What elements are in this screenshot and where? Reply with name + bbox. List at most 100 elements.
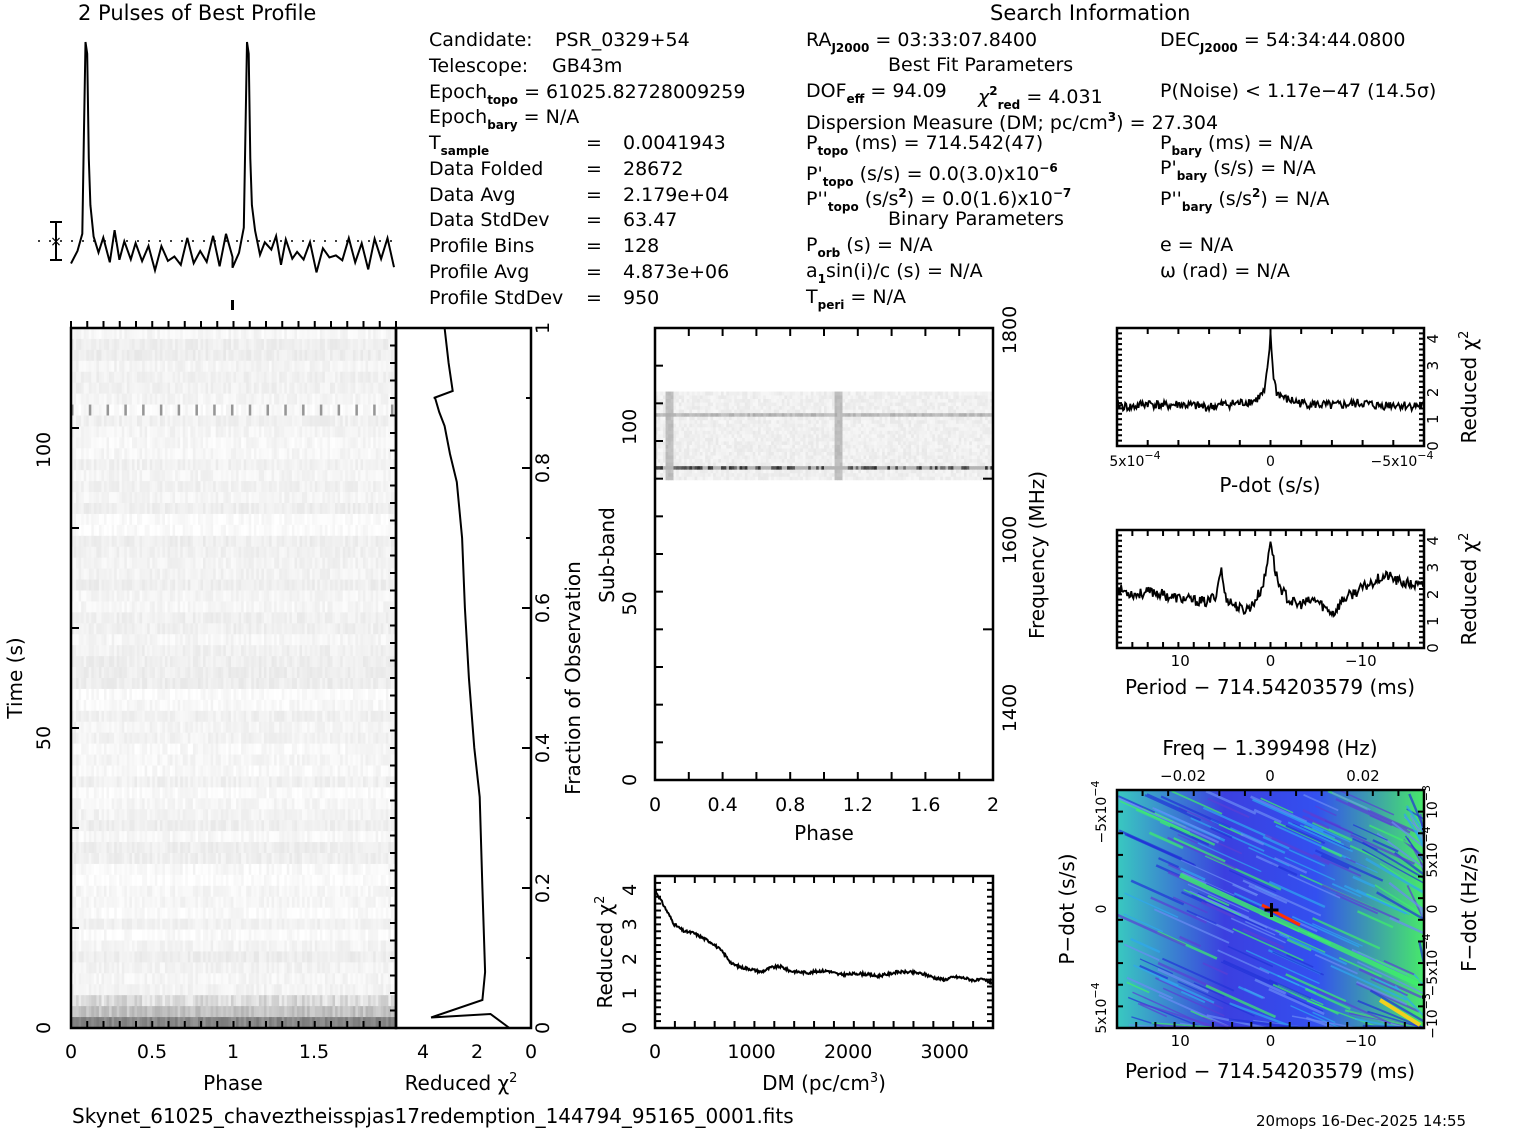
heatmap-cell xyxy=(307,634,311,646)
heatmap-cell xyxy=(96,667,100,679)
heatmap-cell xyxy=(352,535,356,548)
heatmap-cell xyxy=(375,338,379,351)
heatmap-cell xyxy=(180,371,184,384)
heatmap-cell xyxy=(177,448,181,460)
heatmap-cell xyxy=(261,656,265,668)
heatmap-cell xyxy=(322,678,326,690)
heatmap-cell xyxy=(253,426,257,438)
heatmap-cell xyxy=(203,688,206,701)
heatmap-cell xyxy=(233,623,237,635)
heatmap-cell xyxy=(73,426,77,438)
heatmap-cell xyxy=(78,481,82,493)
heatmap-cell xyxy=(383,732,387,745)
heatmap-cell xyxy=(274,568,278,580)
heatmap-cell xyxy=(126,623,130,635)
heatmap-cell xyxy=(73,513,77,526)
heatmap-cell xyxy=(385,492,389,504)
heatmap-cell xyxy=(157,524,161,537)
heatmap-cell xyxy=(383,459,387,471)
heatmap-cell xyxy=(190,688,194,701)
heatmap-cell xyxy=(279,492,283,504)
heatmap-cell xyxy=(345,546,349,559)
heatmap-cell xyxy=(368,426,372,438)
heatmap-cell xyxy=(347,338,351,351)
heatmap-cell xyxy=(167,470,171,482)
heatmap-cell xyxy=(208,557,212,570)
heatmap-cell xyxy=(281,328,285,340)
heatmap-cell xyxy=(182,524,186,537)
heatmap-cell xyxy=(93,688,97,701)
heatmap-cell xyxy=(322,535,326,548)
heatmap-cell xyxy=(314,328,318,340)
heatmap-cell xyxy=(284,612,288,624)
heatmap-cell xyxy=(243,393,247,405)
heatmap-cell xyxy=(388,470,392,482)
heatmap-cell xyxy=(329,732,333,745)
heatmap-cell xyxy=(215,349,219,362)
heatmap-cell xyxy=(345,459,349,471)
heatmap-cell xyxy=(355,590,359,602)
heatmap-cell xyxy=(93,721,97,734)
heatmap-cell xyxy=(157,459,161,471)
heatmap-cell xyxy=(98,568,102,580)
heatmap-cell xyxy=(223,634,227,646)
heatmap-cell xyxy=(269,667,272,679)
heatmap-cell xyxy=(111,393,115,405)
heatmap-cell xyxy=(327,382,331,395)
heatmap-cell xyxy=(352,645,356,657)
heatmap-cell xyxy=(246,448,250,460)
heatmap-cell xyxy=(76,699,80,712)
heatmap-cell xyxy=(215,448,219,460)
heatmap-cell xyxy=(205,524,209,537)
heatmap-cell xyxy=(195,448,199,460)
heatmap-cell xyxy=(256,557,260,570)
heatmap-cell xyxy=(96,404,100,416)
heatmap-cell xyxy=(238,645,242,657)
heatmap-cell xyxy=(241,338,245,351)
heatmap-cell xyxy=(360,721,364,734)
heatmap-cell xyxy=(86,503,90,515)
heatmap-cell xyxy=(187,601,191,613)
heatmap-cell xyxy=(121,546,125,559)
heatmap-cell xyxy=(286,535,290,548)
heatmap-cell xyxy=(286,656,290,668)
heatmap-cell xyxy=(124,732,128,745)
heatmap-cell xyxy=(187,743,191,755)
heatmap-cell xyxy=(261,535,265,548)
heatmap-cell xyxy=(256,656,260,668)
heatmap-cell xyxy=(180,656,184,668)
heatmap-cell xyxy=(81,546,85,559)
heatmap-cell xyxy=(269,568,272,580)
heatmap-cell xyxy=(124,360,128,373)
heatmap-cell xyxy=(152,721,156,734)
heatmap-cell xyxy=(164,568,168,580)
heatmap-cell xyxy=(129,634,133,646)
heatmap-cell xyxy=(263,481,267,493)
heatmap-cell xyxy=(225,459,229,471)
heatmap-cell xyxy=(335,601,339,613)
heatmap-cell xyxy=(375,546,379,559)
heatmap-cell xyxy=(286,623,290,635)
heatmap-cell xyxy=(365,513,369,526)
heatmap-cell xyxy=(215,634,219,646)
heatmap-cell xyxy=(76,688,80,701)
heatmap-cell xyxy=(119,415,123,427)
heatmap-cell xyxy=(291,470,295,482)
heatmap-cell xyxy=(139,721,143,734)
heatmap-cell xyxy=(187,371,191,384)
heatmap-cell xyxy=(307,590,311,602)
heatmap-cell xyxy=(210,492,214,504)
heatmap-cell xyxy=(78,459,82,471)
heatmap-cell xyxy=(309,448,313,460)
heatmap-cell xyxy=(208,535,212,548)
heatmap-cell xyxy=(119,568,123,580)
heatmap-cell xyxy=(228,612,232,624)
heatmap-cell xyxy=(119,688,123,701)
heatmap-cell xyxy=(162,382,166,395)
heatmap-cell xyxy=(256,503,260,515)
heatmap-cell xyxy=(149,513,153,526)
heatmap-cell xyxy=(281,535,285,548)
heatmap-cell xyxy=(355,426,359,438)
heatmap-cell xyxy=(350,524,354,537)
heatmap-cell xyxy=(299,645,303,657)
